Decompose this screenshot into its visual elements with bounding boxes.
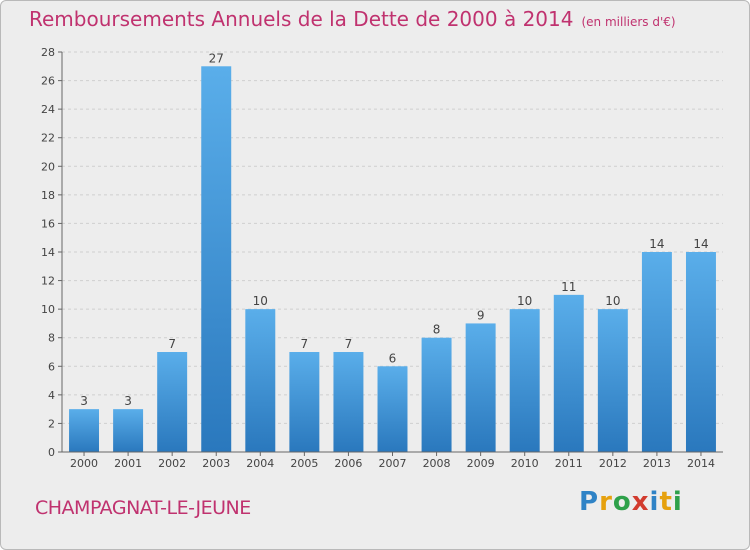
x-tick-label: 2011 (555, 457, 583, 470)
bar-2011 (553, 294, 584, 452)
y-tick-label: 16 (41, 217, 55, 230)
bar-value-label: 9 (477, 308, 485, 322)
y-tick-label: 12 (41, 275, 55, 288)
bar-value-label: 3 (124, 394, 132, 408)
bar-2012 (597, 309, 628, 452)
x-tick-label: 2007 (379, 457, 407, 470)
y-tick-label: 24 (41, 103, 55, 116)
bar-2002 (157, 352, 188, 452)
x-tick-label: 2009 (467, 457, 495, 470)
bar-value-label: 10 (517, 294, 532, 308)
y-tick-label: 2 (48, 417, 55, 430)
x-tick-label: 2008 (423, 457, 451, 470)
y-tick-label: 28 (41, 46, 55, 59)
x-tick-label: 2012 (599, 457, 627, 470)
x-tick-label: 2006 (334, 457, 362, 470)
bar-value-label: 27 (209, 51, 224, 65)
logo-letter: x (631, 487, 650, 517)
bar-value-label: 3 (80, 394, 88, 408)
x-tick-label: 2004 (246, 457, 274, 470)
bar-value-label: 6 (389, 351, 397, 365)
x-tick-label: 2010 (511, 457, 539, 470)
chart-title: Remboursements Annuels de la Dette de 20… (29, 7, 676, 31)
logo-letter: r (599, 487, 613, 517)
x-tick-label: 2001 (114, 457, 142, 470)
bar-2004 (245, 309, 276, 452)
x-tick-label: 2013 (643, 457, 671, 470)
bar-value-label: 10 (605, 294, 620, 308)
x-tick-label: 2005 (290, 457, 318, 470)
commune-name: CHAMPAGNAT-LE-JEUNE (35, 497, 251, 519)
bar-2003 (201, 66, 232, 453)
logo-letter: P (579, 487, 600, 517)
bar-value-label: 7 (301, 337, 309, 351)
bar-2001 (113, 409, 144, 452)
chart-title-text: Remboursements Annuels de la Dette de 20… (29, 7, 574, 31)
y-tick-label: 8 (48, 332, 55, 345)
bar-2014 (685, 252, 716, 452)
bar-value-label: 10 (253, 294, 268, 308)
x-tick-label: 2003 (202, 457, 230, 470)
x-tick-label: 2014 (687, 457, 715, 470)
bar-2000 (69, 409, 100, 452)
bar-2008 (421, 337, 452, 452)
y-tick-label: 14 (41, 246, 55, 259)
y-tick-label: 18 (41, 189, 55, 202)
y-tick-label: 10 (41, 303, 55, 316)
bar-value-label: 7 (168, 337, 176, 351)
proxiti-logo: Proxiti (579, 487, 683, 517)
bar-value-label: 8 (433, 323, 441, 337)
logo-letter: o (612, 487, 632, 517)
bar-2013 (641, 252, 672, 452)
logo-letter: i (649, 487, 660, 517)
y-tick-label: 26 (41, 75, 55, 88)
bar-2006 (333, 352, 364, 452)
logo-letter: i (672, 487, 683, 517)
y-tick-label: 4 (48, 389, 55, 402)
bar-value-label: 14 (649, 237, 664, 251)
y-tick-label: 20 (41, 160, 55, 173)
y-tick-label: 0 (48, 446, 55, 459)
bar-2010 (509, 309, 540, 452)
y-tick-label: 22 (41, 132, 55, 145)
y-tick-label: 6 (48, 360, 55, 373)
logo-letter: t (659, 487, 673, 517)
bar-value-label: 14 (693, 237, 708, 251)
bar-2009 (465, 323, 496, 452)
bar-value-label: 7 (345, 337, 353, 351)
chart-subtitle: (en milliers d'€) (581, 15, 676, 29)
bar-2007 (377, 366, 408, 452)
x-tick-label: 2000 (70, 457, 98, 470)
bar-2005 (289, 352, 320, 452)
x-tick-label: 2002 (158, 457, 186, 470)
bar-value-label: 11 (561, 280, 576, 294)
